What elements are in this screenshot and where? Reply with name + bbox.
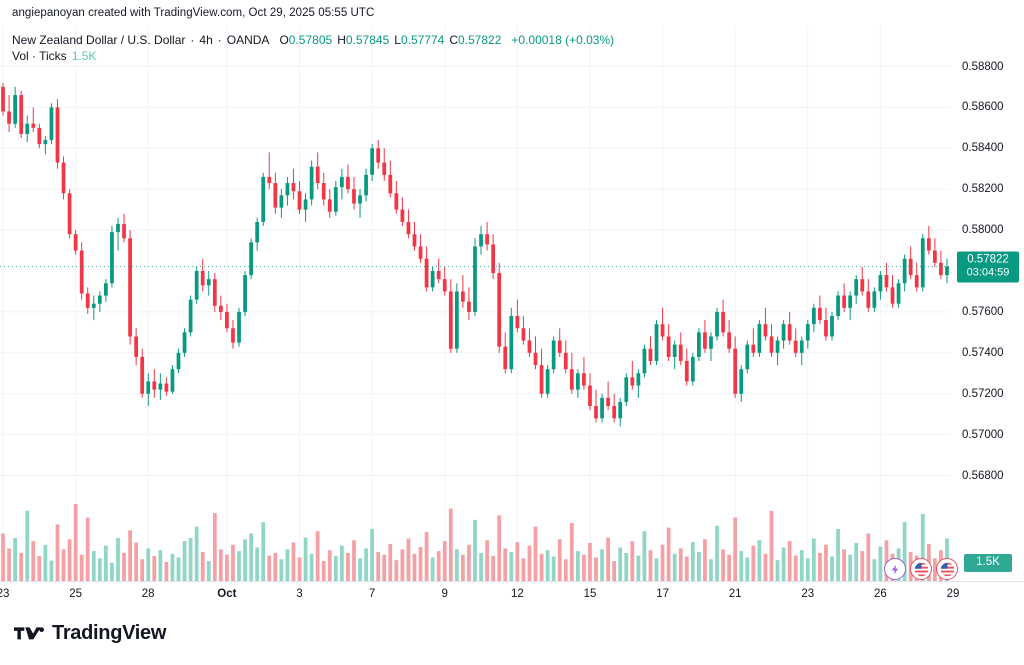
time-tick-label: 28 <box>141 588 155 600</box>
time-tick-label: 15 <box>583 588 597 600</box>
time-tick-label: 12 <box>510 588 524 600</box>
bar-countdown: 03:04:59 <box>966 266 1010 278</box>
chart-plot-area[interactable] <box>0 26 950 581</box>
time-tick-label: 21 <box>728 588 742 600</box>
tradingview-logo[interactable]: TradingView <box>14 622 166 645</box>
time-tick-label: 23 <box>0 588 10 600</box>
us-flag-icon <box>914 562 928 576</box>
price-tick-label: 0.58800 <box>962 60 1004 73</box>
bolt-icon <box>891 564 898 574</box>
price-tick-label: 0.57200 <box>962 387 1004 400</box>
price-tick-label: 0.58200 <box>962 183 1004 196</box>
time-tick-label: 7 <box>368 588 376 600</box>
us-flag-badge-1[interactable] <box>910 558 932 580</box>
volume-value-badge: 1.5K <box>964 554 1012 572</box>
time-tick-label: 26 <box>873 588 887 600</box>
tradingview-wordmark: TradingView <box>52 622 167 644</box>
time-tick-label: 29 <box>946 588 960 600</box>
candlestick-series <box>0 82 950 581</box>
time-tick-label: 17 <box>656 588 669 600</box>
price-tick-label: 0.57000 <box>962 428 1004 441</box>
current-price-value: 0.57822 <box>967 253 1009 265</box>
price-tick-label: 0.57600 <box>962 305 1004 318</box>
price-scale[interactable]: 0.57822 03:04:59 1.5K 0.58800 0.58600 0.58… <box>950 26 1024 581</box>
time-scale[interactable]: 23 25 28 Oct 3 7 9 12 15 17 21 23 26 29 <box>0 581 1024 607</box>
chart-frame: New Zealand Dollar / U.S. Dollar · 4h · OAND… <box>0 26 1024 607</box>
us-flag-badge-2[interactable] <box>936 558 958 580</box>
price-tick-label: 0.56800 <box>962 469 1004 482</box>
price-tick-label: 0.58600 <box>962 101 1004 114</box>
tradingview-mark-icon <box>14 627 44 640</box>
attribution-text: angiepanoyan created with TradingView.co… <box>12 7 375 19</box>
us-flag-icon <box>940 562 954 576</box>
time-tick-label: 9 <box>441 588 448 600</box>
chart-badges <box>884 558 958 580</box>
time-tick-label: Oct <box>217 588 237 600</box>
time-tick-label: 23 <box>801 588 815 600</box>
time-tick-label: 25 <box>69 588 82 600</box>
price-tick-label: 0.58000 <box>962 224 1004 237</box>
current-price-badge: 0.57822 03:04:59 <box>957 251 1019 282</box>
price-tick-label: 0.58400 <box>962 142 1004 155</box>
time-tick-label: 3 <box>296 588 303 600</box>
lightning-bolt-badge[interactable] <box>884 558 906 580</box>
price-tick-label: 0.57400 <box>962 346 1004 359</box>
